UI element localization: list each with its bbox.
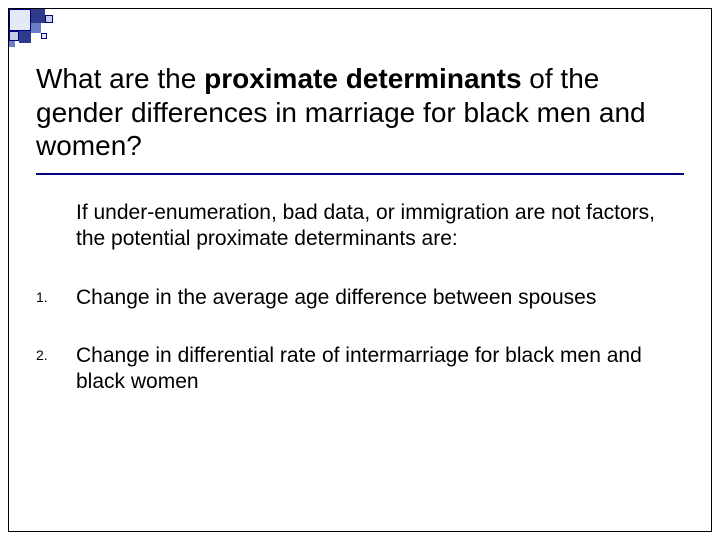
title-bold: proximate determinants: [204, 63, 521, 94]
title-pre: What are the: [36, 63, 204, 94]
list-number: 1.: [36, 285, 76, 311]
slide-title: What are the proximate determinants of t…: [36, 62, 684, 163]
list-number: 2.: [36, 343, 76, 396]
list-item: 2.Change in differential rate of interma…: [36, 343, 684, 396]
title-underline: [36, 173, 684, 175]
list-content: Change in differential rate of intermarr…: [76, 343, 684, 396]
list-content: Change in the average age difference bet…: [76, 285, 684, 311]
numbered-list: 1.Change in the average age difference b…: [36, 285, 684, 396]
intro-text: If under-enumeration, bad data, or immig…: [76, 200, 684, 253]
body-content: If under-enumeration, bad data, or immig…: [36, 200, 684, 427]
title-block: What are the proximate determinants of t…: [36, 62, 684, 175]
list-item: 1.Change in the average age difference b…: [36, 285, 684, 311]
